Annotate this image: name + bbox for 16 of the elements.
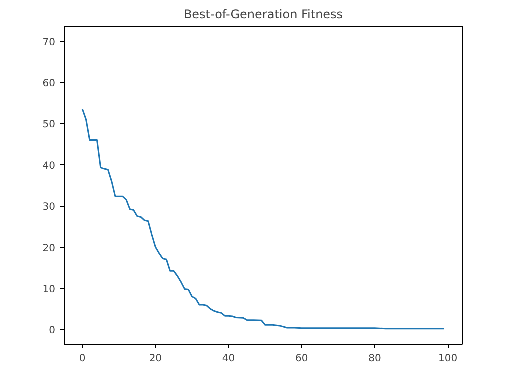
x-tick-label: 20: [149, 354, 162, 364]
x-tick-label: 60: [296, 354, 308, 364]
y-tick-label: 40: [42, 160, 56, 172]
x-tick-label: 80: [368, 354, 382, 364]
x-tick-label: 0: [79, 354, 86, 364]
y-tick-label: 20: [42, 243, 56, 254]
chart-title: Best-of-Generation Fitness: [184, 8, 344, 22]
x-tick-label: 40: [222, 354, 236, 364]
y-tick-label: 50: [42, 120, 56, 131]
y-tick-label: 10: [42, 284, 56, 296]
y-tick-label: 0: [49, 326, 56, 337]
x-tick-label: 100: [438, 354, 458, 364]
y-tick-label: 70: [42, 37, 56, 48]
y-tick-label: 60: [42, 78, 56, 90]
line-series: [82, 108, 446, 330]
y-tick-label: 30: [42, 202, 56, 214]
